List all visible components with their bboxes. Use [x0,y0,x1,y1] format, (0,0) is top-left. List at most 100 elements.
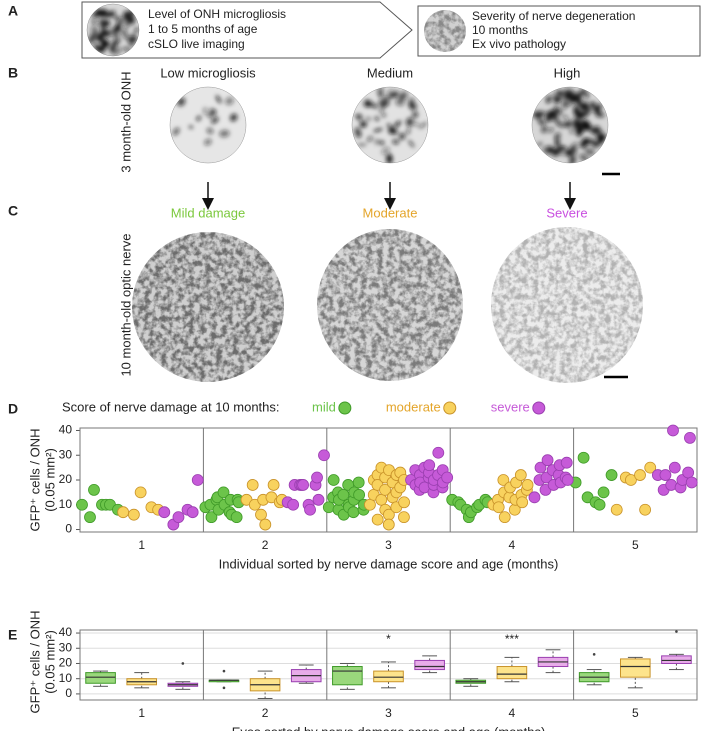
point [634,469,646,481]
y-tick-label: 10 [59,671,73,685]
point [172,511,185,524]
point [398,511,410,524]
cell [564,120,572,128]
cell [373,128,383,133]
point [322,501,335,514]
cell [95,11,103,18]
point [327,474,340,486]
column-label: Medium [367,65,413,80]
point [205,511,218,524]
cell [188,125,194,129]
microglia [172,95,238,146]
cell [561,115,569,119]
point [541,454,554,467]
cell [374,138,380,145]
point [255,508,267,521]
cell [582,137,590,145]
cell [546,111,554,118]
cell [549,147,557,156]
box [85,672,116,684]
cell [381,146,391,155]
outlier [222,686,226,690]
legend-label: moderate [386,399,441,414]
significance: * [386,632,391,646]
cell [134,27,139,33]
point [287,498,300,511]
cell [115,20,123,28]
point [259,518,272,531]
cell [91,19,97,25]
cell [555,118,560,126]
row-label: 3 month-old ONH [118,71,133,172]
cell [554,141,560,147]
cell [405,117,414,127]
panel-label: C [8,203,18,219]
cell [569,146,577,155]
cell [574,96,582,104]
point [492,501,505,514]
legend-marker [338,401,352,415]
cell [359,121,367,128]
onh-image [169,86,247,164]
point [668,461,681,474]
cell [381,113,387,118]
x-tick-label: 4 [509,538,516,552]
cell [364,100,371,108]
cell [127,36,138,44]
x-tick-label: 4 [509,706,516,720]
x-axis-label: Eyes sorted by nerve damage score and ag… [232,724,546,731]
point [371,513,384,526]
cell [105,28,115,37]
box-text: 1 to 5 months of age [148,22,258,36]
panel-label: A [8,3,18,19]
point [497,474,510,486]
point [88,484,100,496]
box-text: Level of ONH microgliosis [148,7,286,21]
point [644,461,657,474]
x-tick-label: 2 [262,706,269,720]
legend-title: Score of nerve damage at 10 months: [62,399,280,414]
point [337,488,350,501]
cell [206,127,214,134]
cell [399,133,406,140]
y-tick-label: 30 [59,447,73,461]
outlier [592,653,596,656]
point [117,506,130,519]
point [246,479,259,491]
x-tick-label: 1 [138,538,145,552]
point [191,474,204,486]
x-tick-label: 5 [632,706,639,720]
x-tick-label: 3 [385,538,392,552]
row-label: 10 month-old optic nerve [118,233,133,376]
box [661,655,692,664]
point [76,498,88,511]
cell [378,107,384,113]
point [158,506,171,519]
point [267,479,280,491]
cell [123,46,130,53]
cell [396,120,402,124]
arrow-box [81,1,413,59]
column-label: Mild damage [171,205,245,220]
box-text: cSLO live imaging [148,37,245,51]
legend-marker [443,401,457,415]
y-axis-label: GFP⁺ cells / ONH [27,611,42,714]
point [297,479,309,491]
point [639,503,652,516]
point [375,493,388,506]
cell [579,104,584,110]
cell [573,92,583,100]
cell [576,111,584,120]
microglia [87,8,139,55]
y-tick-label: 10 [59,497,73,511]
point [659,469,672,481]
y-tick-label: 20 [59,472,73,486]
box-text: Severity of nerve degeneration [472,9,635,23]
cell [123,14,131,22]
cell [558,122,566,128]
cell [225,97,234,106]
cell [568,89,574,96]
cell [561,102,572,106]
point [605,469,618,481]
cell [110,11,117,19]
